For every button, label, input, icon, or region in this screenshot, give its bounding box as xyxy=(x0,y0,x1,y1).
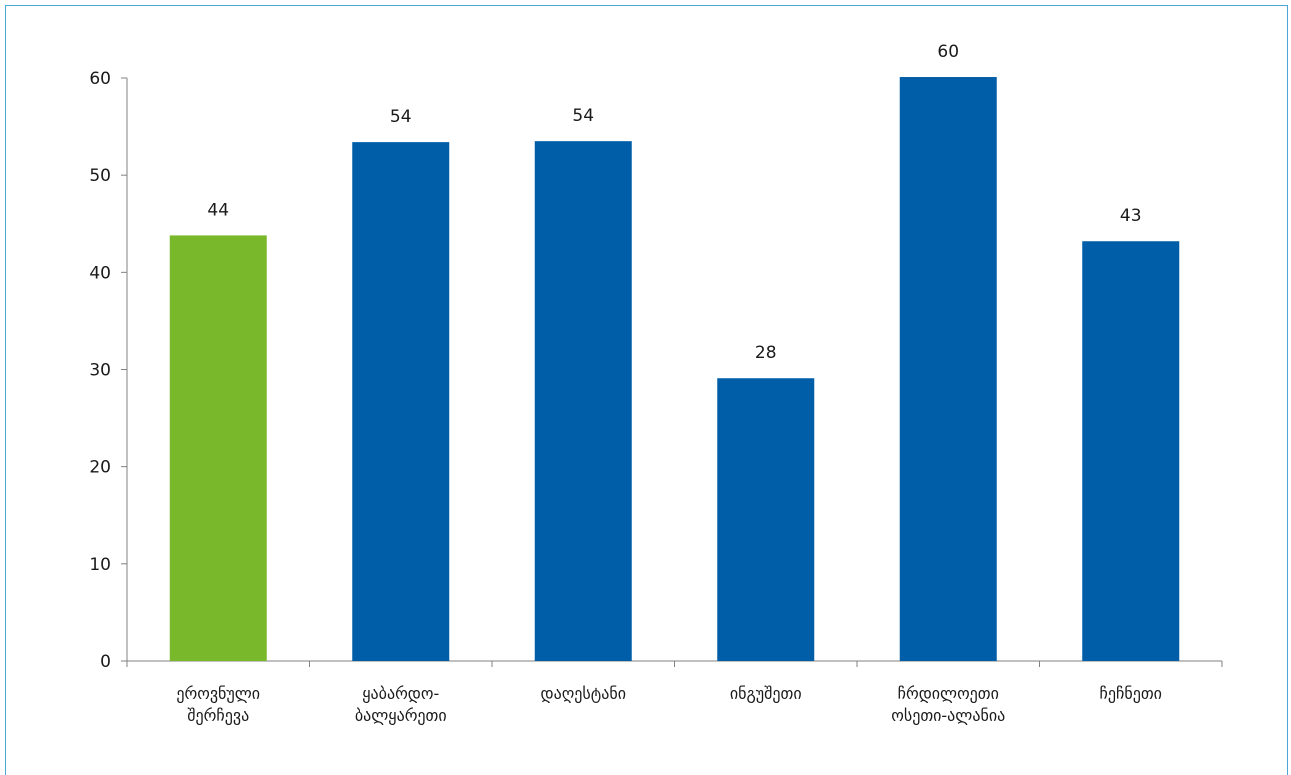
data-label: 54 xyxy=(390,107,412,127)
data-labels: 44 54 54 28 60 43 xyxy=(207,42,1141,363)
y-axis: 0 10 20 30 40 50 60 xyxy=(89,69,128,672)
bar xyxy=(169,235,267,661)
category-label: ჩეჩნეთი xyxy=(1100,684,1162,703)
category-label: ეროვნული xyxy=(176,684,260,703)
x-axis xyxy=(126,660,1223,667)
bar xyxy=(717,378,815,661)
y-tick-label: 60 xyxy=(89,69,111,89)
data-label: 54 xyxy=(572,106,594,126)
data-label: 44 xyxy=(207,200,229,220)
category-label: დაღესტანი xyxy=(540,684,626,703)
bar xyxy=(352,142,450,661)
bar xyxy=(899,77,997,662)
bars xyxy=(169,77,1180,662)
bar xyxy=(534,141,632,662)
y-tick-label: 50 xyxy=(89,166,111,186)
y-tick-label: 30 xyxy=(89,361,111,381)
y-tick-label: 0 xyxy=(100,652,111,672)
category-label: ჩრდილოეთი xyxy=(898,684,999,703)
bar xyxy=(1082,241,1180,662)
chart-frame xyxy=(5,5,1288,775)
data-label: 28 xyxy=(755,343,777,363)
data-label: 43 xyxy=(1120,206,1142,226)
category-labels: ეროვნული შერჩევა ყაბარდო-ბალყარეთი დაღესტან… xyxy=(176,684,1162,725)
category-label: შერჩევა xyxy=(187,706,249,725)
category-label: ყაბარდო- xyxy=(362,684,439,703)
category-label: ოსეთი-ალანია xyxy=(891,706,1005,725)
y-tick-label: 40 xyxy=(89,263,111,283)
data-label: 60 xyxy=(937,42,959,62)
category-label: ბალყარეთი xyxy=(355,706,447,725)
category-label: ინგუშეთი xyxy=(730,684,802,703)
y-tick-label: 10 xyxy=(89,555,111,575)
y-tick-label: 20 xyxy=(89,458,111,478)
